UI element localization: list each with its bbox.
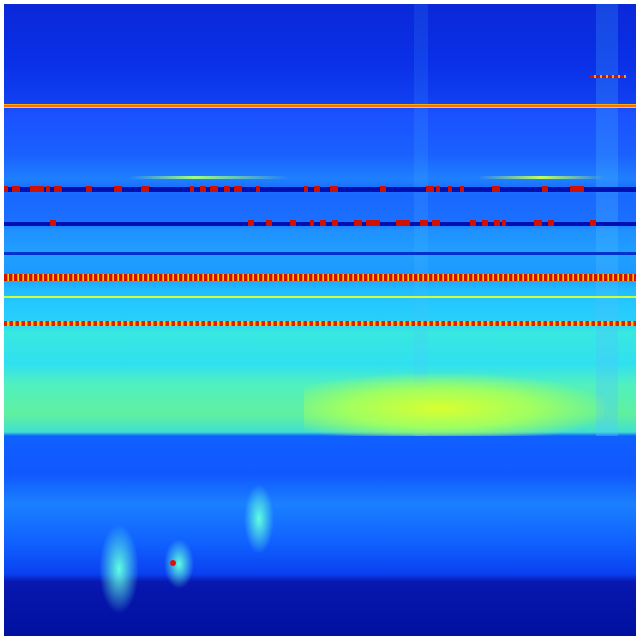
hot-dash	[256, 186, 260, 192]
dark-line	[4, 252, 636, 255]
hot-dash	[200, 186, 206, 192]
hot-dash	[314, 186, 320, 192]
hot-dash	[190, 186, 194, 192]
hot-dash	[460, 186, 464, 192]
hot-dash	[248, 220, 254, 226]
hot-dash	[86, 186, 92, 192]
faint-yellow-line	[4, 176, 636, 179]
hot-dash	[234, 186, 242, 192]
hot-dash	[4, 186, 8, 192]
hot-band	[4, 274, 636, 281]
hot-dash	[330, 186, 338, 192]
hot-dash	[502, 220, 506, 226]
hot-dash	[482, 220, 488, 226]
hot-dash	[46, 186, 50, 192]
hot-dash	[354, 220, 362, 226]
hot-dash	[494, 220, 500, 226]
hot-band	[4, 321, 636, 326]
hot-dash	[114, 186, 122, 192]
hot-dash	[54, 186, 62, 192]
hot-dash	[448, 186, 452, 192]
hot-dash	[374, 220, 380, 226]
hot-dash	[224, 186, 230, 192]
hot-dash	[38, 186, 44, 192]
hot-dash	[404, 220, 410, 226]
hot-dash	[396, 220, 404, 226]
hot-dash	[542, 186, 548, 192]
heatmap-image	[4, 4, 636, 636]
hot-dash-cluster	[590, 75, 626, 78]
hot-dash	[534, 220, 542, 226]
hot-dash	[30, 186, 38, 192]
yellow-line	[4, 296, 636, 298]
bright-patch	[99, 524, 139, 614]
peak-spot	[170, 560, 176, 566]
hot-line	[4, 104, 636, 108]
hot-dash	[290, 220, 296, 226]
bright-patch	[164, 539, 194, 589]
dark-line	[4, 187, 636, 192]
hot-dash	[548, 220, 554, 226]
hot-dash	[210, 186, 218, 192]
hot-dash	[310, 220, 314, 226]
hot-dash	[492, 186, 500, 192]
hot-dash	[320, 220, 326, 226]
bright-column-streak	[596, 4, 618, 436]
hot-dash	[420, 220, 428, 226]
hot-dash	[366, 220, 374, 226]
hot-dash	[432, 220, 440, 226]
high-value-region	[304, 374, 604, 436]
hot-dash	[380, 186, 386, 192]
hot-dash	[426, 186, 434, 192]
hot-dash	[578, 186, 584, 192]
hot-dash	[470, 220, 476, 226]
hot-dash	[436, 186, 440, 192]
hot-dash	[332, 220, 338, 226]
hot-dash	[266, 220, 272, 226]
hot-dash	[570, 186, 578, 192]
hot-dash	[590, 220, 596, 226]
bright-patch	[244, 484, 274, 554]
hot-dash	[304, 186, 308, 192]
hot-dash	[50, 220, 56, 226]
hot-dash	[12, 186, 20, 192]
hot-dash	[141, 186, 149, 192]
